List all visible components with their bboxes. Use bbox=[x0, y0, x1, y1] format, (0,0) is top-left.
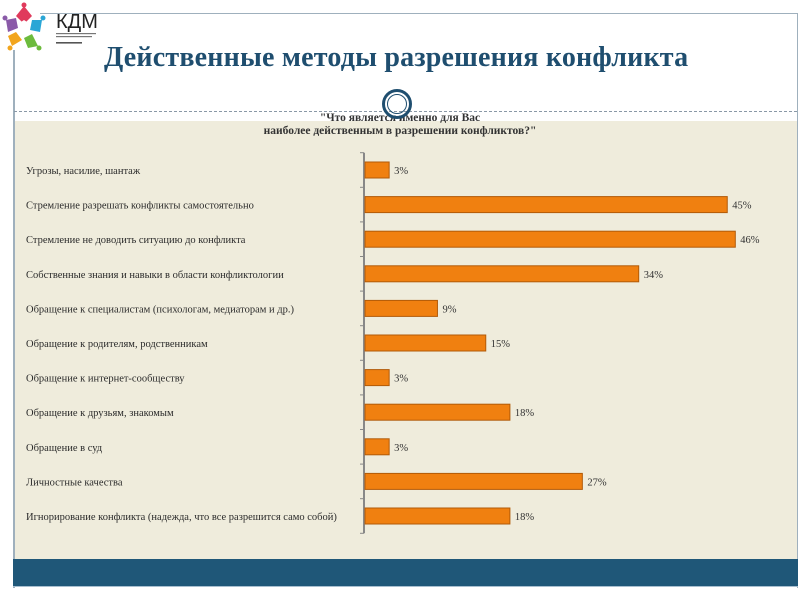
data-label: 45% bbox=[732, 201, 752, 212]
bar bbox=[364, 265, 640, 283]
data-label: 18% bbox=[515, 408, 535, 419]
bar bbox=[364, 230, 736, 248]
bar bbox=[364, 507, 511, 525]
data-label: 34% bbox=[644, 270, 664, 281]
frame-right-border bbox=[797, 13, 798, 588]
category-label: Обращение к друзьям, знакомым bbox=[26, 408, 174, 419]
data-label: 9% bbox=[442, 304, 456, 315]
bar bbox=[364, 438, 390, 456]
category-label: Собственные знания и навыки в области ко… bbox=[26, 270, 284, 281]
bar bbox=[364, 369, 390, 387]
bar bbox=[364, 472, 583, 490]
category-label: Обращение к интернет-сообществу bbox=[26, 374, 185, 385]
category-label: Стремление не доводить ситуацию до конфл… bbox=[26, 235, 246, 246]
category-label: Стремление разрешать конфликты самостоят… bbox=[26, 201, 254, 212]
category-label: Обращение к специалистам (психологам, ме… bbox=[26, 304, 294, 315]
page-title: Действенные методы разрешения конфликта bbox=[104, 42, 689, 73]
data-label: 3% bbox=[394, 443, 408, 454]
ring-ornament bbox=[382, 89, 412, 119]
category-label: Обращение к родителям, родственникам bbox=[26, 339, 208, 350]
data-label: 46% bbox=[740, 235, 760, 246]
footer-band bbox=[13, 559, 798, 587]
bar bbox=[364, 403, 511, 421]
frame-top-border bbox=[40, 13, 798, 14]
category-label: Игнорирование конфликта (надежда, что вс… bbox=[26, 512, 337, 523]
data-label: 3% bbox=[394, 374, 408, 385]
bar bbox=[364, 161, 390, 179]
bar bbox=[364, 334, 487, 352]
category-label: Личностные качества bbox=[26, 477, 123, 488]
data-label: 18% bbox=[515, 512, 535, 523]
frame-left-border bbox=[13, 50, 15, 588]
category-label: Угрозы, насилие, шантаж bbox=[26, 166, 141, 177]
bar bbox=[364, 196, 728, 214]
logo-text: КДМ bbox=[56, 11, 98, 33]
bar bbox=[364, 299, 438, 317]
logo-emblem bbox=[2, 2, 46, 51]
category-label: Обращение в суд bbox=[26, 443, 103, 454]
chart-title-line-2: наиболее действенным в разрешении конфли… bbox=[263, 125, 537, 137]
data-label: 27% bbox=[587, 477, 607, 488]
data-label: 15% bbox=[491, 339, 511, 350]
kdm-logo: КДМ bbox=[2, 2, 98, 51]
data-label: 3% bbox=[394, 166, 408, 177]
